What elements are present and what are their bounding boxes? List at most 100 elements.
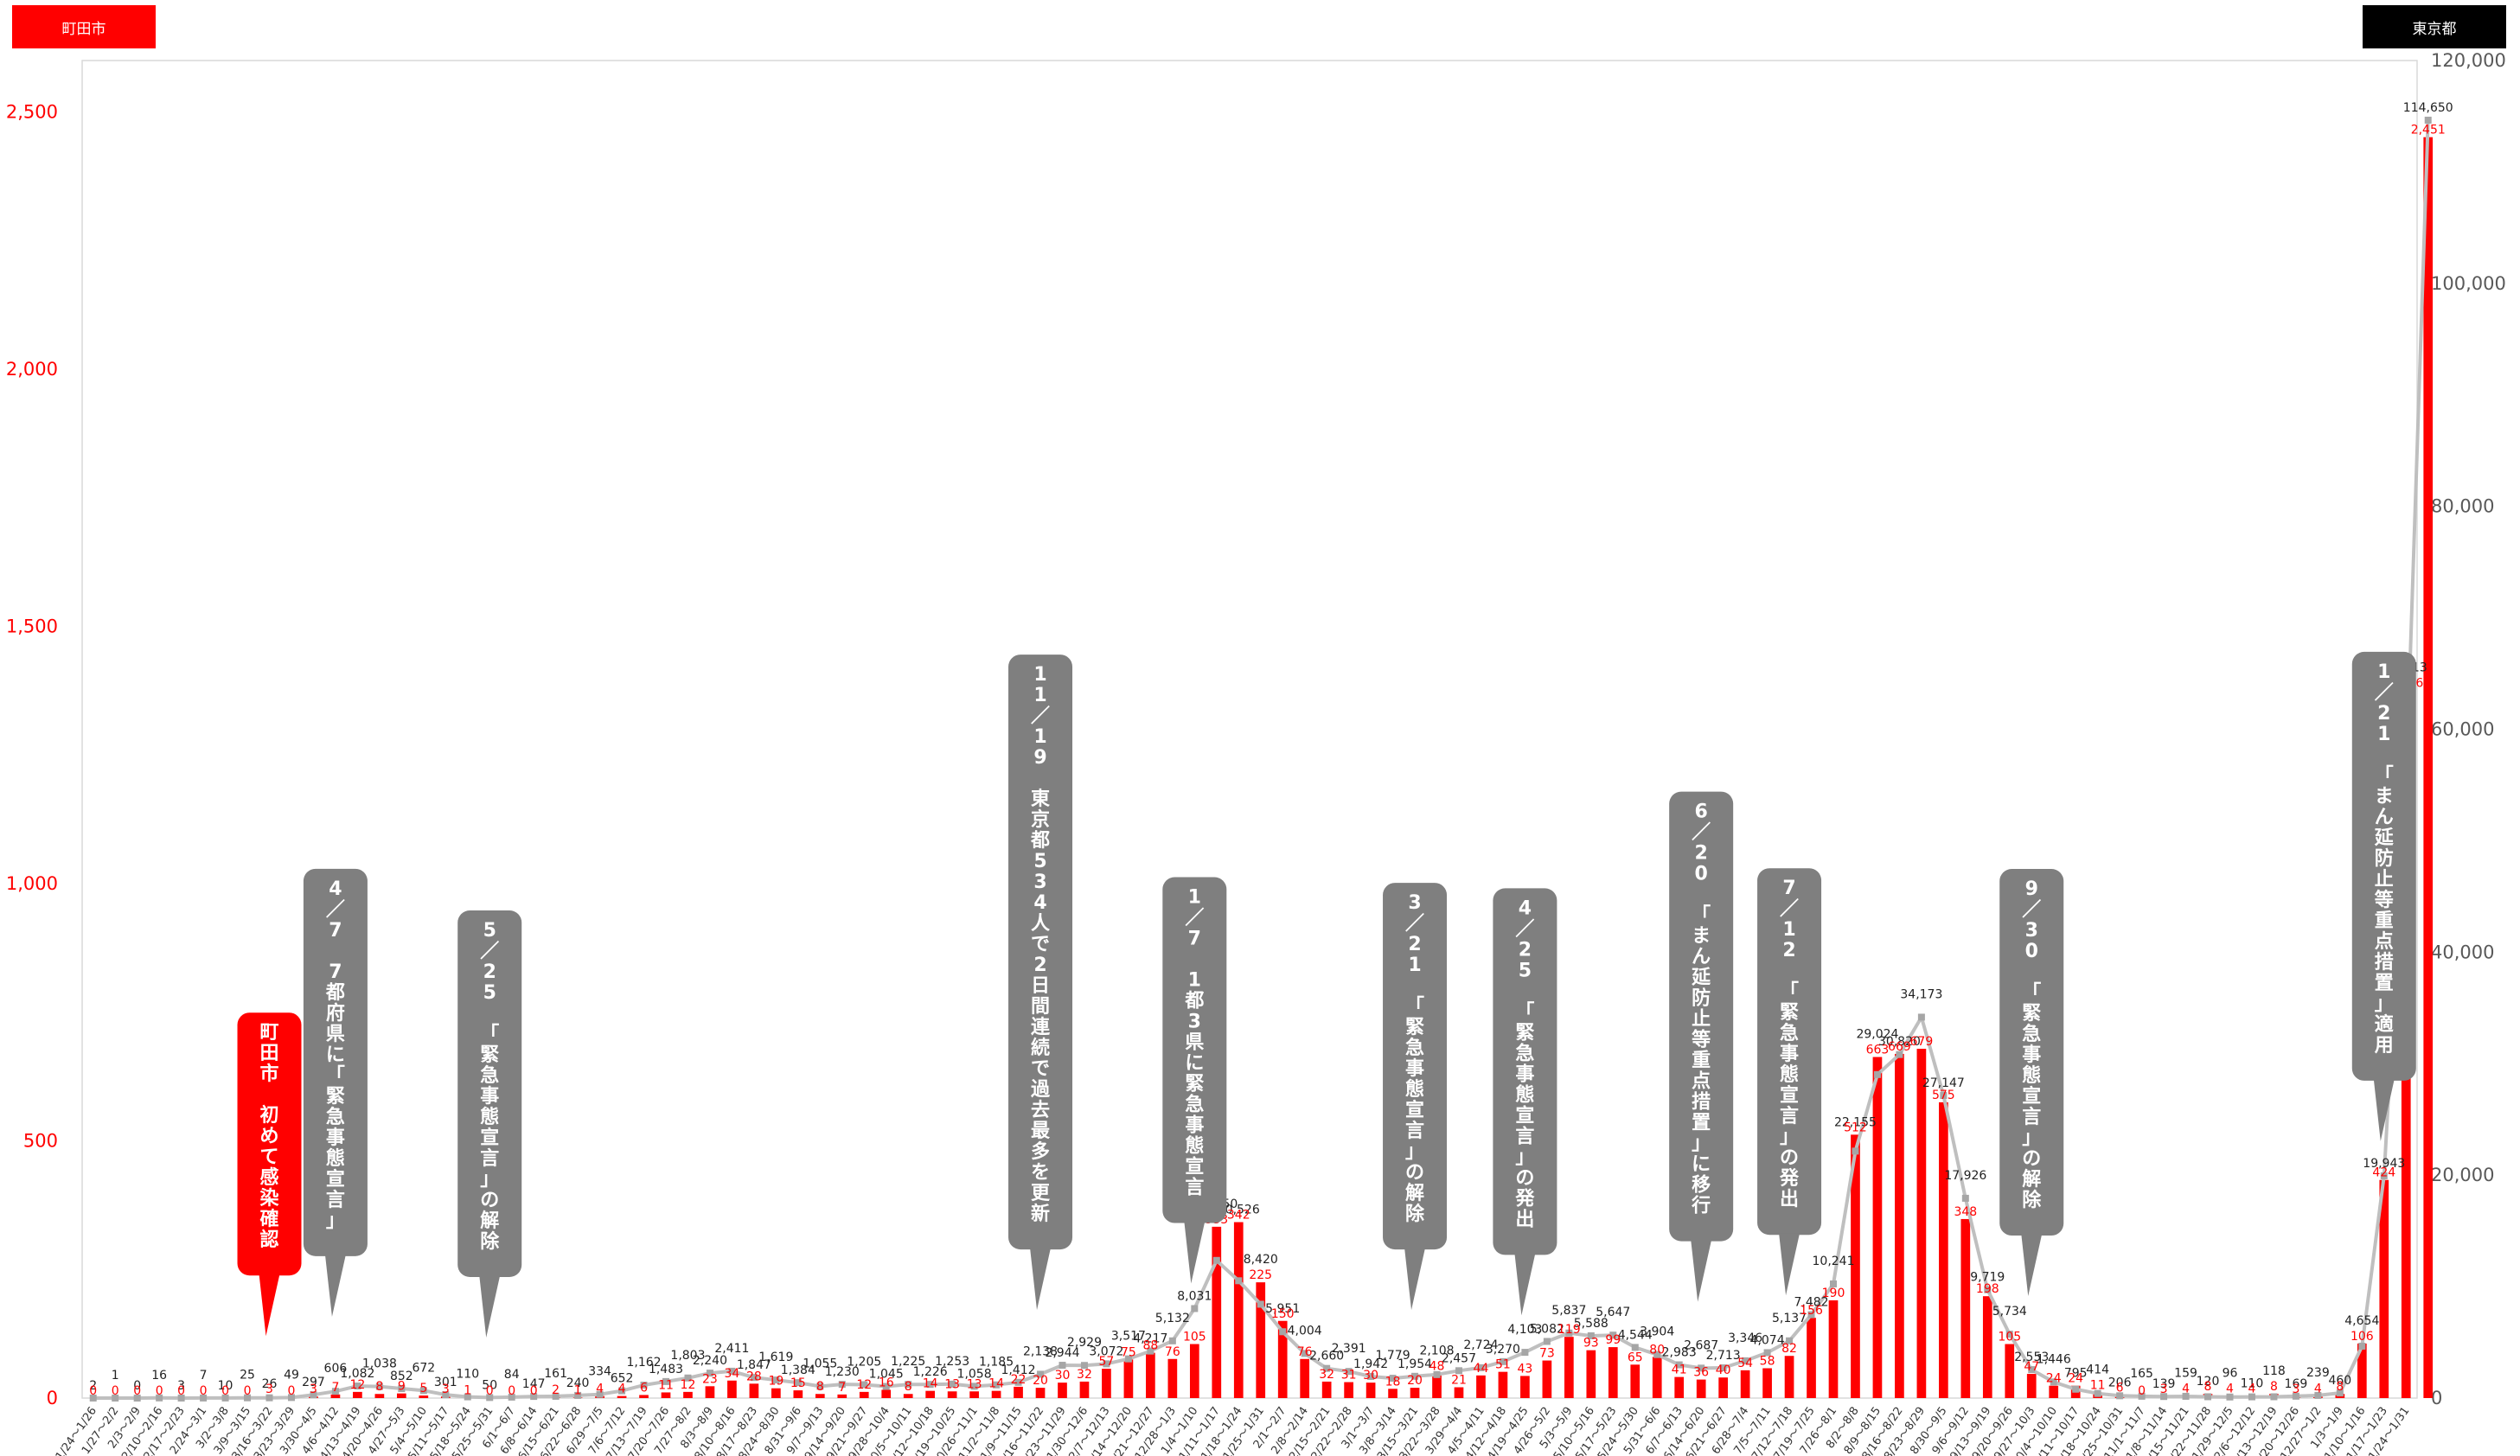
machida-bar	[749, 1383, 759, 1398]
tokyo-data-label: 0	[133, 1379, 141, 1393]
machida-bar	[1498, 1371, 1508, 1398]
tokyo-data-label: 4,654	[2344, 1314, 2379, 1328]
machida-data-label: 36	[1693, 1366, 1709, 1380]
event-callout-char: で	[1031, 1058, 1050, 1080]
event-callout-pointer	[2373, 1078, 2395, 1141]
machida-bar	[1123, 1359, 1134, 1398]
tokyo-data-label: 165	[2130, 1367, 2153, 1381]
event-callout-char: 」	[1780, 1127, 1799, 1148]
tokyo-data-label: 5,132	[1155, 1312, 1190, 1325]
tokyo-data-label: 5,082	[1530, 1322, 1564, 1336]
tokyo-data-label: 17,926	[1944, 1169, 1986, 1183]
event-callout-char: 「	[1780, 981, 1799, 1003]
event-callout-char: ／	[2375, 682, 2394, 704]
tokyo-point	[1345, 1368, 1353, 1376]
event-callout-box	[1669, 791, 1734, 1242]
machida-bar	[1321, 1381, 1332, 1398]
machida-data-label: 663	[1866, 1044, 1890, 1057]
event-callout-pointer	[1184, 1221, 1206, 1284]
machida-bar	[1916, 1048, 1927, 1398]
tokyo-data-label: 2,687	[1684, 1338, 1718, 1352]
machida-bar	[374, 1394, 385, 1398]
tokyo-data-label: 3	[177, 1379, 185, 1393]
machida-bar	[1608, 1347, 1618, 1398]
event-callout-char: ま	[1692, 926, 1711, 948]
machida-data-label: 51	[1495, 1358, 1511, 1372]
tokyo-point	[1565, 1329, 1573, 1337]
tokyo-point	[1521, 1349, 1529, 1357]
tokyo-point	[398, 1385, 406, 1393]
tokyo-data-label: 1,058	[957, 1367, 992, 1381]
machida-bar	[903, 1394, 913, 1398]
tokyo-data-label: 5,137	[1772, 1312, 1807, 1325]
tokyo-point	[1807, 1311, 1815, 1319]
machida-bar	[1277, 1320, 1288, 1398]
tokyo-point	[530, 1393, 538, 1401]
tokyo-point	[618, 1387, 626, 1395]
event-callout-char: 5	[1033, 851, 1046, 872]
event-callout-char: 1	[1033, 726, 1046, 748]
machida-data-label: 75	[1121, 1345, 1136, 1359]
event-callout-char: 6	[1695, 801, 1708, 823]
machida-data-label: 4	[2182, 1383, 2190, 1396]
tokyo-point	[662, 1377, 669, 1385]
tokyo-point	[1103, 1360, 1110, 1368]
tokyo-point	[1984, 1286, 1992, 1293]
tokyo-data-label: 2,391	[1332, 1342, 1366, 1356]
machida-data-label: 13	[944, 1377, 960, 1391]
event-callout-char: 等	[1692, 1029, 1711, 1051]
event-callout-pointer	[1030, 1248, 1052, 1311]
machida-data-label: 3	[2292, 1383, 2299, 1396]
tokyo-data-label: 4,217	[1133, 1332, 1167, 1346]
event-callout-char: 延	[2374, 827, 2395, 849]
event-callout-char: 県	[1185, 1032, 1204, 1054]
event-callout-char: 置	[1692, 1113, 1711, 1134]
machida-data-label: 3	[265, 1383, 273, 1396]
left-axis-tick: 0	[47, 1388, 58, 1408]
machida-bar	[1410, 1388, 1420, 1398]
machida-data-label: 93	[1583, 1337, 1599, 1351]
event-callout-char: 事	[2022, 1044, 2041, 1066]
tokyo-point	[310, 1391, 317, 1399]
event-callout-char: 認	[260, 1229, 279, 1251]
tokyo-point	[728, 1367, 736, 1375]
event-callout-char: 緊	[480, 1044, 499, 1066]
machida-data-label: 21	[1451, 1374, 1467, 1388]
tokyo-data-label: 147	[522, 1377, 546, 1391]
machida-data-label: 58	[1760, 1354, 1775, 1368]
machida-data-label: 150	[1271, 1307, 1295, 1321]
machida-data-label: 15	[790, 1376, 806, 1390]
tokyo-point	[1742, 1357, 1749, 1364]
tokyo-data-label: 4,103	[1507, 1323, 1542, 1337]
tokyo-point	[2248, 1393, 2255, 1401]
event-callout-char: 京	[1031, 808, 1050, 831]
machida-data-label: 20	[1033, 1374, 1048, 1388]
event-callout-char: 「	[480, 1024, 499, 1045]
machida-data-label: 8	[816, 1380, 824, 1394]
tokyo-point	[2314, 1391, 2322, 1399]
machida-data-label: 105	[1998, 1331, 2021, 1344]
machida-bar	[1542, 1360, 1552, 1398]
event-callout-char: 1	[1188, 887, 1201, 909]
tokyo-data-label: 1,253	[935, 1355, 969, 1369]
tokyo-data-label: 240	[566, 1376, 590, 1390]
tokyo-point	[1080, 1362, 1088, 1370]
event-callout-box	[1383, 883, 1448, 1250]
right-axis-tick: 40,000	[2431, 942, 2494, 962]
event-callout-pointer	[479, 1275, 501, 1338]
tokyo-data-label: 795	[2064, 1367, 2088, 1381]
machida-data-label: 424	[2372, 1166, 2395, 1180]
event-callout-char: 3	[1188, 1012, 1201, 1033]
event-callout-char: ／	[1405, 913, 1424, 935]
event-callout-char: 都	[325, 982, 345, 1004]
machida-data-label: 44	[1474, 1362, 1489, 1376]
machida-bar	[1520, 1376, 1530, 1398]
tokyo-point	[2116, 1392, 2124, 1400]
event-callout-char: 措	[2375, 952, 2394, 974]
legend-machida: 町田市	[12, 5, 156, 48]
event-callout-pointer	[1691, 1239, 1712, 1302]
tokyo-data-label: 2,660	[1309, 1350, 1344, 1363]
machida-bar	[2026, 1374, 2037, 1398]
tokyo-data-label: 1,230	[825, 1365, 860, 1379]
